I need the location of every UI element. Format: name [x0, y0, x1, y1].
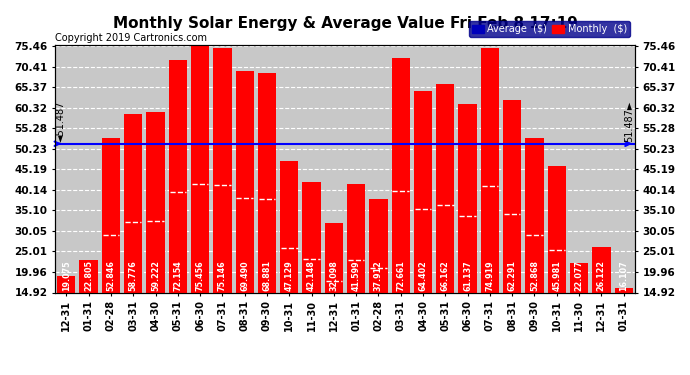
Text: 62.291: 62.291: [508, 260, 517, 291]
Bar: [258, 73, 276, 353]
Bar: [369, 199, 388, 353]
Text: 22.077: 22.077: [575, 260, 584, 291]
Bar: [79, 260, 98, 353]
Bar: [168, 60, 187, 353]
Text: 75.456: 75.456: [195, 261, 205, 291]
Text: Copyright 2019 Cartronics.com: Copyright 2019 Cartronics.com: [55, 33, 207, 42]
Text: ◄51.487: ◄51.487: [56, 100, 66, 142]
Text: 61.137: 61.137: [463, 261, 472, 291]
Bar: [102, 138, 120, 353]
Text: 52.868: 52.868: [530, 260, 539, 291]
Text: 45.981: 45.981: [552, 261, 561, 291]
Bar: [503, 100, 522, 353]
Bar: [57, 276, 75, 353]
Bar: [325, 223, 343, 353]
Bar: [347, 184, 365, 353]
Bar: [436, 84, 455, 353]
Bar: [414, 91, 432, 353]
Bar: [592, 247, 611, 353]
Text: 52.846: 52.846: [106, 260, 115, 291]
Bar: [525, 138, 544, 353]
Legend: Average  ($), Monthly  ($): Average ($), Monthly ($): [469, 21, 630, 37]
Text: Monthly Solar Energy & Average Value Fri Feb 8 17:19: Monthly Solar Energy & Average Value Fri…: [112, 16, 578, 32]
Bar: [392, 58, 410, 353]
Bar: [615, 288, 633, 353]
Bar: [213, 48, 232, 353]
Bar: [146, 112, 165, 353]
Bar: [124, 114, 142, 353]
Text: 66.162: 66.162: [441, 261, 450, 291]
Bar: [235, 70, 254, 353]
Text: 26.122: 26.122: [597, 260, 606, 291]
Text: 37.912: 37.912: [374, 261, 383, 291]
Text: 51.487►: 51.487►: [624, 100, 634, 142]
Text: 75.146: 75.146: [218, 261, 227, 291]
Bar: [191, 46, 209, 353]
Text: 16.107: 16.107: [619, 261, 628, 291]
Bar: [458, 105, 477, 353]
Text: 47.129: 47.129: [285, 261, 294, 291]
Bar: [548, 166, 566, 353]
Bar: [570, 263, 588, 353]
Text: 59.222: 59.222: [151, 260, 160, 291]
Bar: [280, 162, 298, 353]
Text: 69.490: 69.490: [240, 261, 249, 291]
Text: 58.776: 58.776: [129, 261, 138, 291]
Text: 41.599: 41.599: [352, 261, 361, 291]
Text: 68.881: 68.881: [262, 260, 271, 291]
Bar: [302, 182, 321, 353]
Text: 64.402: 64.402: [419, 261, 428, 291]
Text: 72.154: 72.154: [173, 261, 182, 291]
Bar: [481, 48, 499, 353]
Text: 32.098: 32.098: [329, 260, 338, 291]
Text: 74.919: 74.919: [485, 261, 495, 291]
Text: 72.661: 72.661: [396, 261, 405, 291]
Text: 22.805: 22.805: [84, 260, 93, 291]
Text: 42.148: 42.148: [307, 260, 316, 291]
Text: 19.075: 19.075: [62, 261, 71, 291]
